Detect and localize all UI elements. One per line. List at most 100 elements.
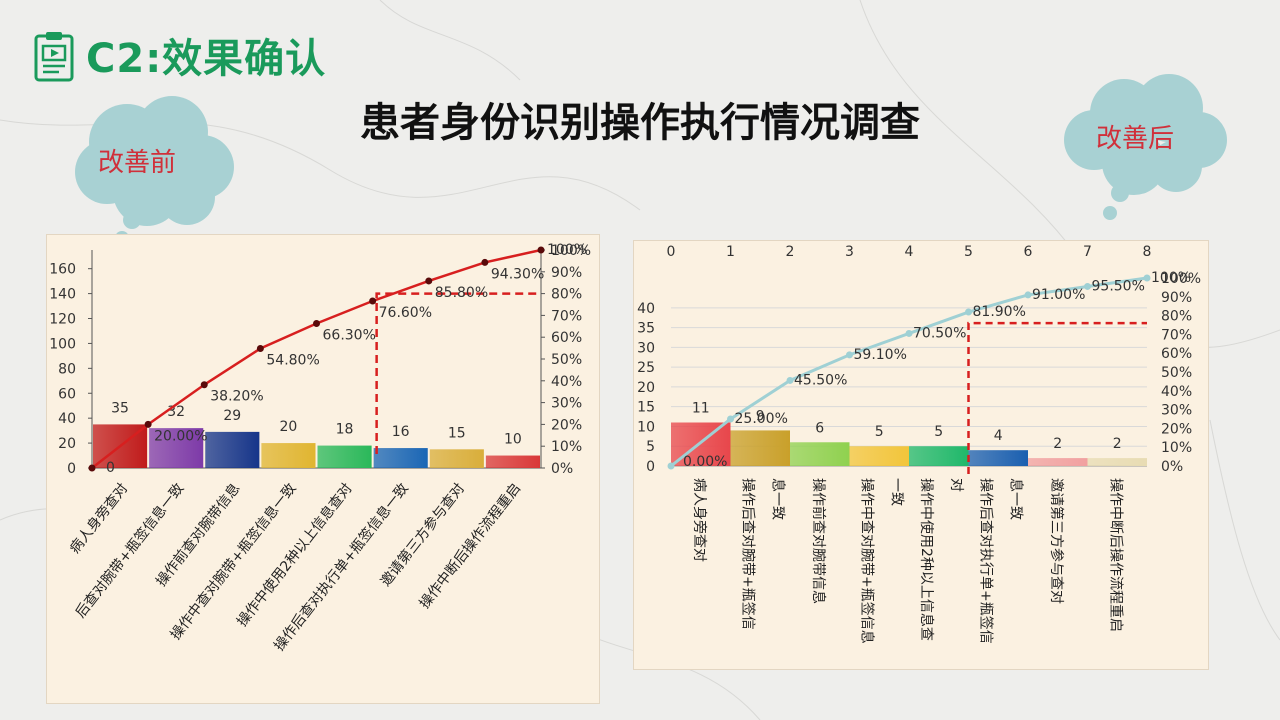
cumulative-label: 45.50% xyxy=(794,372,847,388)
y-tick-label: 40 xyxy=(637,301,655,317)
bar-value-label: 10 xyxy=(504,432,522,448)
y-tick-label: 20 xyxy=(637,380,655,396)
y2-tick-label: 80% xyxy=(1161,309,1192,325)
y-tick-label: 0 xyxy=(646,459,655,475)
cumulative-label: 100% xyxy=(1151,270,1191,286)
x-tick-label: 操作前查对腕带信息 xyxy=(810,478,827,604)
x-tick-label: 操作中断后操作流程重启 xyxy=(1107,478,1123,632)
bar-value-label: 32 xyxy=(167,404,185,420)
bar xyxy=(373,448,428,468)
y2-tick-label: 0% xyxy=(1161,459,1183,475)
cumulative-label: 91.00% xyxy=(1032,287,1085,303)
pareto-chart-after: 05101520253035400%10%20%30%40%50%60%70%8… xyxy=(637,244,1201,644)
y-tick-label: 140 xyxy=(49,287,76,303)
section-title: C2:效果确认 xyxy=(86,36,327,82)
y2-tick-label: 40% xyxy=(1161,384,1192,400)
y-tick-label: 160 xyxy=(49,262,76,278)
thought-cloud-after xyxy=(1064,74,1227,220)
bar xyxy=(790,442,850,466)
bar xyxy=(317,445,372,468)
cumulative-point xyxy=(481,258,489,266)
x-tick-label: 操作中断后操作流程重启 xyxy=(417,481,524,612)
y-tick-label: 15 xyxy=(637,400,655,416)
bar xyxy=(149,428,204,468)
bar xyxy=(968,450,1028,466)
cumulative-point xyxy=(667,462,675,470)
y2-tick-label: 0% xyxy=(551,461,573,477)
bar xyxy=(849,446,909,466)
threshold-line xyxy=(967,321,1147,474)
bar-value-label: 11 xyxy=(692,401,710,417)
cumulative-point xyxy=(256,345,264,353)
cumulative-point xyxy=(369,297,377,305)
y2-tick-label: 100% xyxy=(551,243,591,259)
cumulative-point xyxy=(313,319,320,327)
bar-value-label: 2 xyxy=(1053,436,1062,452)
cumulative-label: 94.30% xyxy=(491,266,544,282)
x-top-tick-label: 1 xyxy=(726,244,735,260)
y-tick-label: 120 xyxy=(49,312,76,328)
y-tick-label: 5 xyxy=(646,439,655,455)
bar-value-label: 16 xyxy=(392,424,410,440)
y2-tick-label: 80% xyxy=(551,287,582,303)
y-tick-label: 80 xyxy=(58,361,76,377)
bar-value-label: 5 xyxy=(875,424,884,440)
y2-tick-label: 100% xyxy=(1161,271,1201,287)
y-tick-label: 60 xyxy=(58,386,76,402)
cumulative-point xyxy=(88,464,96,472)
y2-tick-label: 30% xyxy=(1161,403,1192,419)
clipboard-icon xyxy=(34,32,74,82)
cumulative-label: 85.80% xyxy=(435,285,488,301)
bar xyxy=(205,431,260,468)
after-label: 改善后 xyxy=(1096,124,1175,154)
cumulative-point xyxy=(200,381,208,389)
cumulative-label: 38.20% xyxy=(210,389,263,405)
bar-value-label: 35 xyxy=(111,400,129,416)
cumulative-label: 76.60% xyxy=(379,305,432,321)
threshold-line xyxy=(375,292,541,454)
x-tick-label: 邀请第三方参与查对 xyxy=(1048,478,1065,604)
cumulative-point xyxy=(144,420,152,428)
bar xyxy=(909,446,969,466)
y2-tick-label: 40% xyxy=(551,374,582,390)
x-tick-label: 操作后查对执行单+瓶签信 xyxy=(977,478,994,644)
bar-value-label: 5 xyxy=(934,424,943,440)
y-tick-label: 0 xyxy=(67,461,76,477)
bar-value-label: 6 xyxy=(815,420,824,436)
page-title: 患者身份识别操作执行情况调查 xyxy=(360,100,920,146)
x-top-tick-label: 8 xyxy=(1143,244,1152,260)
cumulative-label: 100% xyxy=(547,242,587,258)
cumulative-point xyxy=(1084,282,1091,290)
cumulative-label: 81.90% xyxy=(973,304,1026,320)
cumulative-point xyxy=(1143,274,1151,282)
y2-tick-label: 30% xyxy=(551,396,582,412)
before-label: 改善前 xyxy=(98,148,177,178)
y2-tick-label: 50% xyxy=(1161,365,1192,381)
cumulative-point xyxy=(965,308,972,316)
cumulative-label: 25.00% xyxy=(735,411,788,427)
y-tick-label: 35 xyxy=(637,321,655,337)
thought-cloud-before xyxy=(75,96,234,245)
x-tick-label: 息一致 xyxy=(1007,478,1024,520)
bar-value-label: 9 xyxy=(756,408,765,424)
cumulative-label: 0 xyxy=(106,460,115,476)
x-tick-label: 一致 xyxy=(888,478,904,506)
x-tick-label: 息一致 xyxy=(769,478,786,520)
y2-tick-label: 70% xyxy=(1161,327,1192,343)
bar-value-label: 4 xyxy=(994,428,1003,444)
bar xyxy=(730,430,790,466)
y-tick-label: 10 xyxy=(637,419,655,435)
x-tick-label: 操作中使用2种以上信息查 xyxy=(918,478,935,641)
y2-tick-label: 60% xyxy=(551,330,582,346)
x-top-tick-label: 5 xyxy=(964,244,973,260)
bar xyxy=(1028,458,1088,466)
bar-value-label: 20 xyxy=(280,419,298,435)
pareto-chart-before: 0204060801001201401600%10%20%30%40%50%60… xyxy=(49,242,591,654)
y2-tick-label: 10% xyxy=(1161,440,1192,456)
cumulative-label: 66.30% xyxy=(323,327,376,343)
y2-tick-label: 10% xyxy=(551,439,582,455)
x-top-tick-label: 6 xyxy=(1024,244,1033,260)
cumulative-label: 70.50% xyxy=(913,325,966,341)
y-tick-label: 100 xyxy=(49,336,76,352)
bar xyxy=(261,443,316,468)
